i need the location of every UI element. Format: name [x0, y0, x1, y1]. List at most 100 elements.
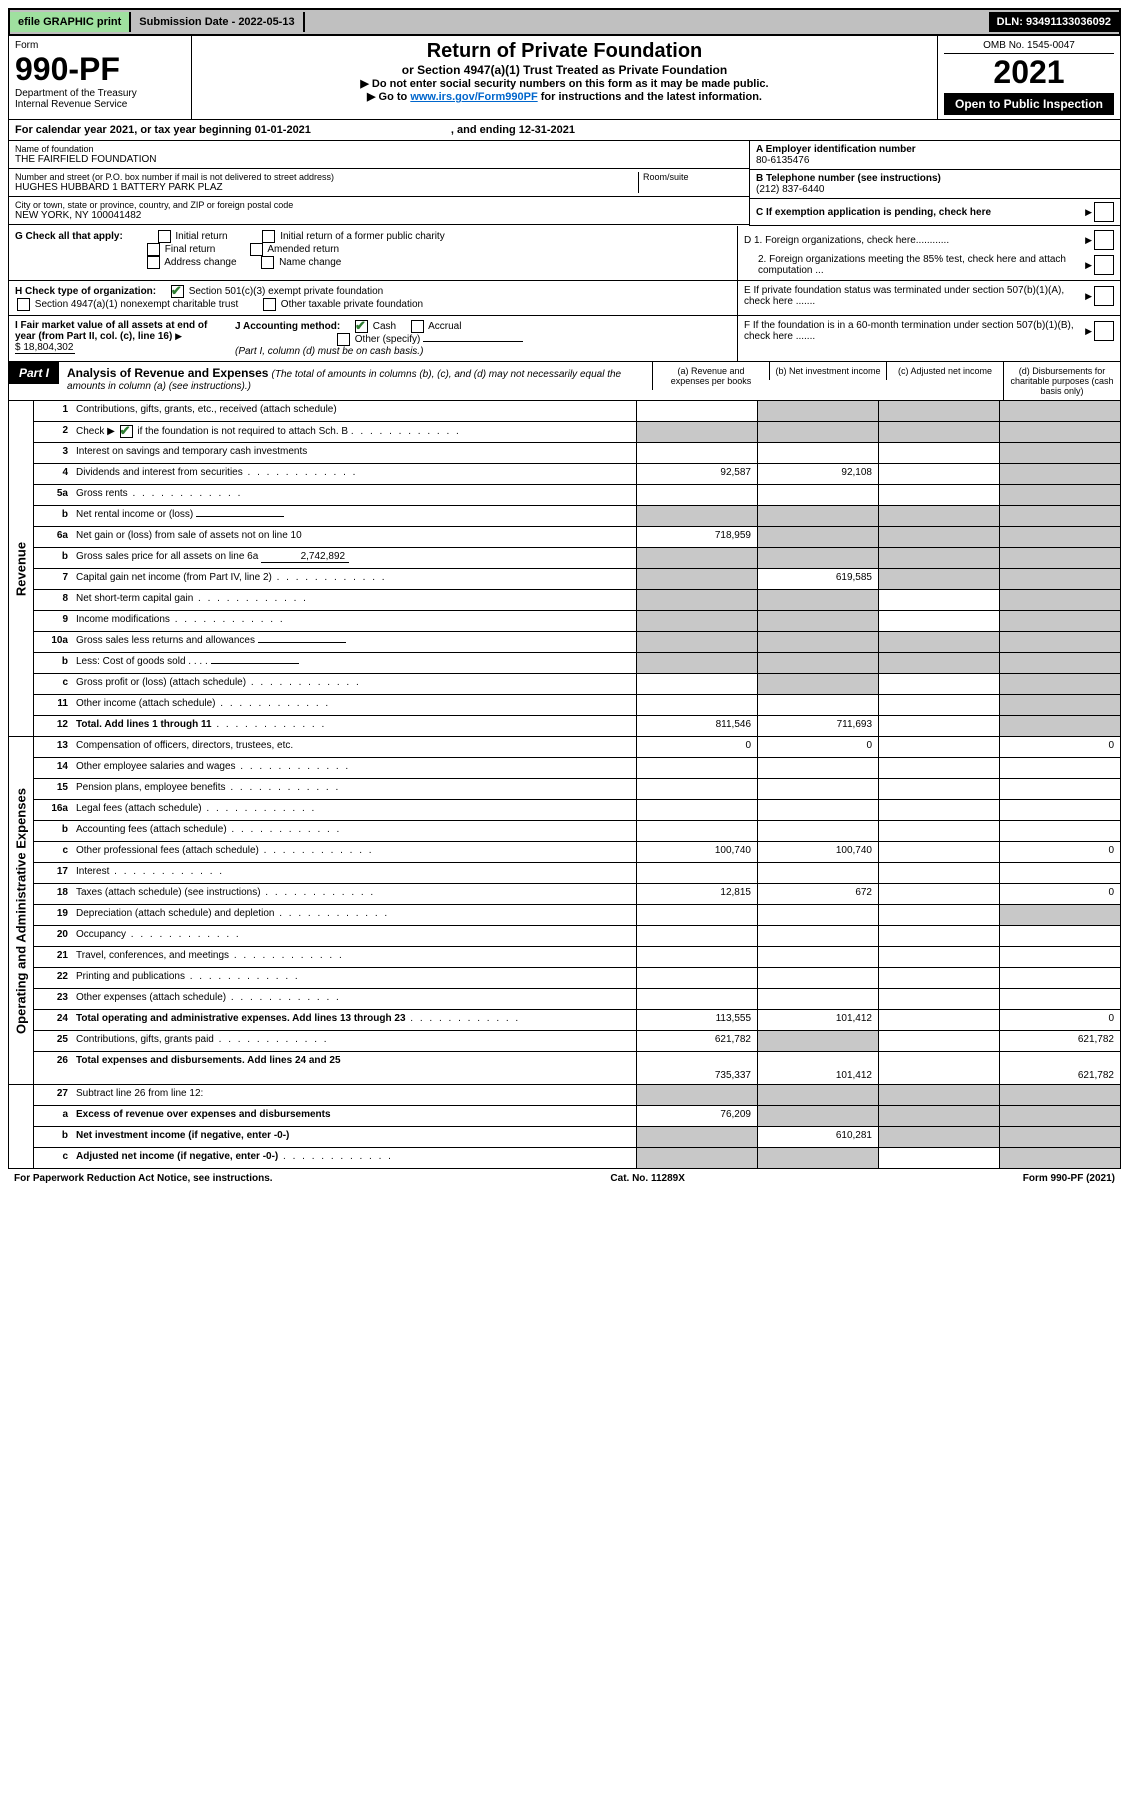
g-final-return[interactable]	[147, 243, 160, 256]
cell-4b: 92,108	[757, 464, 878, 484]
name-cell: Name of foundation THE FAIRFIELD FOUNDAT…	[9, 141, 749, 169]
line-desc: Other professional fees (attach schedule…	[72, 842, 636, 862]
line-num: 19	[34, 905, 72, 925]
l5a-desc: Gross rents	[76, 488, 128, 499]
d2-checkbox[interactable]	[1094, 255, 1114, 275]
line-desc: Total. Add lines 1 through 11	[72, 716, 636, 736]
cell-13d: 0	[999, 737, 1120, 757]
h-501c3-checkbox[interactable]	[171, 285, 184, 298]
g-name-change[interactable]	[261, 256, 274, 269]
g-section: G Check all that apply: Initial return I…	[9, 226, 737, 280]
l10a-field[interactable]	[258, 642, 346, 643]
cell-2b	[757, 422, 878, 442]
g-initial-public[interactable]	[262, 230, 275, 243]
cell-3a	[636, 443, 757, 463]
line-num: 21	[34, 947, 72, 967]
h-section: H Check type of organization: Section 50…	[9, 281, 737, 315]
ein-value: 80-6135476	[756, 155, 1114, 166]
cell-15c	[878, 779, 999, 799]
dots	[261, 887, 376, 898]
cell-10bb	[757, 653, 878, 673]
line-num: c	[34, 674, 72, 694]
arrow-icon	[1085, 326, 1094, 337]
dots	[246, 677, 361, 688]
form-subtitle: or Section 4947(a)(1) Trust Treated as P…	[198, 63, 931, 77]
cell-27d	[999, 1085, 1120, 1105]
line-desc: Occupancy	[72, 926, 636, 946]
foundation-name: THE FAIRFIELD FOUNDATION	[15, 154, 743, 165]
line-desc: Printing and publications	[72, 968, 636, 988]
line-1: 1 Contributions, gifts, grants, etc., re…	[34, 401, 1120, 422]
l10a-desc: Gross sales less returns and allowances	[76, 635, 255, 646]
e-label: E If private foundation status was termi…	[744, 285, 1085, 307]
line-num: a	[34, 1106, 72, 1126]
dots	[406, 1013, 521, 1024]
l10b-desc: Less: Cost of goods sold	[76, 656, 186, 667]
footer-left: For Paperwork Reduction Act Notice, see …	[14, 1173, 273, 1184]
g-opt-5: Name change	[279, 257, 341, 268]
irs-link[interactable]: www.irs.gov/Form990PF	[410, 91, 537, 103]
l10b-field[interactable]	[211, 663, 299, 664]
dots	[259, 845, 374, 856]
g-address-change[interactable]	[147, 256, 160, 269]
cell-8b	[757, 590, 878, 610]
cell-27a	[636, 1085, 757, 1105]
revenue-table: Revenue 1 Contributions, gifts, grants, …	[8, 401, 1121, 737]
cell-7d	[999, 569, 1120, 589]
cell-20b	[757, 926, 878, 946]
phone-value: (212) 837-6440	[756, 184, 1114, 195]
line-19: 19 Depreciation (attach schedule) and de…	[34, 905, 1120, 926]
g-opt-4: Address change	[164, 257, 236, 268]
cell-6ac	[878, 527, 999, 547]
dots	[236, 761, 351, 772]
l24-desc: Total operating and administrative expen…	[76, 1013, 406, 1024]
line-27: 27 Subtract line 26 from line 12:	[34, 1085, 1120, 1106]
j-cash-checkbox[interactable]	[355, 320, 368, 333]
line-desc: Other employee salaries and wages	[72, 758, 636, 778]
cell-22d	[999, 968, 1120, 988]
form-title: Return of Private Foundation	[198, 40, 931, 63]
cell-25d: 621,782	[999, 1031, 1120, 1051]
line-num: b	[34, 506, 72, 526]
h-opt-1: Section 501(c)(3) exempt private foundat…	[189, 286, 384, 297]
line-desc: Total operating and administrative expen…	[72, 1010, 636, 1030]
cell-16ab	[757, 800, 878, 820]
j-accrual-checkbox[interactable]	[411, 320, 424, 333]
h-4947-checkbox[interactable]	[17, 298, 30, 311]
cell-15d	[999, 779, 1120, 799]
line-desc: Subtract line 26 from line 12:	[72, 1085, 636, 1105]
cell-16aa	[636, 800, 757, 820]
cell-17c	[878, 863, 999, 883]
g-initial-return[interactable]	[158, 230, 171, 243]
g-opt-2: Final return	[165, 244, 216, 255]
e-checkbox[interactable]	[1094, 286, 1114, 306]
cell-7a	[636, 569, 757, 589]
dept-treasury: Department of the Treasury	[15, 88, 185, 99]
j-other-field[interactable]	[423, 341, 523, 342]
efile-print-button[interactable]: efile GRAPHIC print	[10, 12, 131, 32]
line-27c: c Adjusted net income (if negative, ente…	[34, 1148, 1120, 1168]
line-desc: Accounting fees (attach schedule)	[72, 821, 636, 841]
j-other-checkbox[interactable]	[337, 333, 350, 346]
h-other-checkbox[interactable]	[263, 298, 276, 311]
cell-25b	[757, 1031, 878, 1051]
cell-15a	[636, 779, 757, 799]
cell-8d	[999, 590, 1120, 610]
cell-16cd: 0	[999, 842, 1120, 862]
cell-5ab	[757, 485, 878, 505]
g-opt-3: Amended return	[267, 244, 339, 255]
cell-23d	[999, 989, 1120, 1009]
form-header: Form 990-PF Department of the Treasury I…	[8, 36, 1121, 120]
cell-2d	[999, 422, 1120, 442]
g-amended-return[interactable]	[250, 243, 263, 256]
l12-desc: Total. Add lines 1 through 11	[76, 719, 212, 730]
sch-b-checkbox[interactable]	[120, 425, 133, 438]
cell-12a: 811,546	[636, 716, 757, 736]
d1-checkbox[interactable]	[1094, 230, 1114, 250]
l5b-field[interactable]	[196, 516, 284, 517]
cell-17a	[636, 863, 757, 883]
f-checkbox[interactable]	[1094, 321, 1114, 341]
c-checkbox[interactable]	[1094, 202, 1114, 222]
line-num: 27	[34, 1085, 72, 1105]
cell-5aa	[636, 485, 757, 505]
